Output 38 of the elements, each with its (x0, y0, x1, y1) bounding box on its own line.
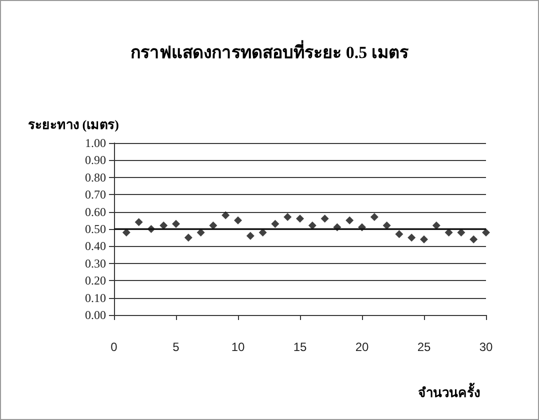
point (370, 212, 378, 221)
point (284, 212, 292, 221)
x-tick-label: 5 (172, 340, 180, 354)
y-tick-label: 0.40 (85, 239, 106, 254)
point (408, 234, 416, 242)
point (320, 214, 329, 223)
y-tick-label: 0.10 (85, 290, 106, 305)
point (395, 230, 404, 238)
y-tick-label: 0.20 (85, 274, 106, 288)
point (296, 214, 304, 223)
x-tick-label: 15 (293, 340, 307, 354)
y-tick-label: 0.50 (85, 222, 106, 236)
point (222, 211, 230, 220)
x-tick-label: 0 (110, 340, 118, 354)
y-tick-label: 0.30 (85, 256, 106, 270)
y-tick-label: 1.00 (85, 136, 106, 150)
chart-title: กราฟแสดงการทดสอบที่ระยะ 0.5 เมตร (130, 40, 410, 62)
y-tick-label: 0.90 (85, 153, 106, 168)
y-axis-title: ระยะทาง (เมตร) (28, 117, 119, 132)
point (420, 235, 428, 244)
point (470, 235, 478, 244)
x-axis-title: จำนวนครั้ง (418, 382, 480, 400)
point (482, 228, 490, 236)
x-tick-label: 10 (231, 340, 245, 354)
point (246, 232, 254, 240)
y-tick-label: 0.80 (85, 170, 106, 184)
point (172, 220, 180, 228)
x-tick-label: 20 (355, 340, 369, 354)
x-tick-label: 30 (479, 340, 493, 354)
point (184, 234, 192, 242)
y-tick-label: 0.70 (85, 188, 106, 202)
point (134, 218, 143, 226)
point (346, 216, 354, 224)
y-tick-label: 0.60 (85, 204, 106, 219)
point (234, 216, 242, 224)
y-tick-label: 0.00 (85, 308, 106, 322)
point (271, 220, 280, 228)
x-tick-label: 25 (417, 340, 431, 354)
